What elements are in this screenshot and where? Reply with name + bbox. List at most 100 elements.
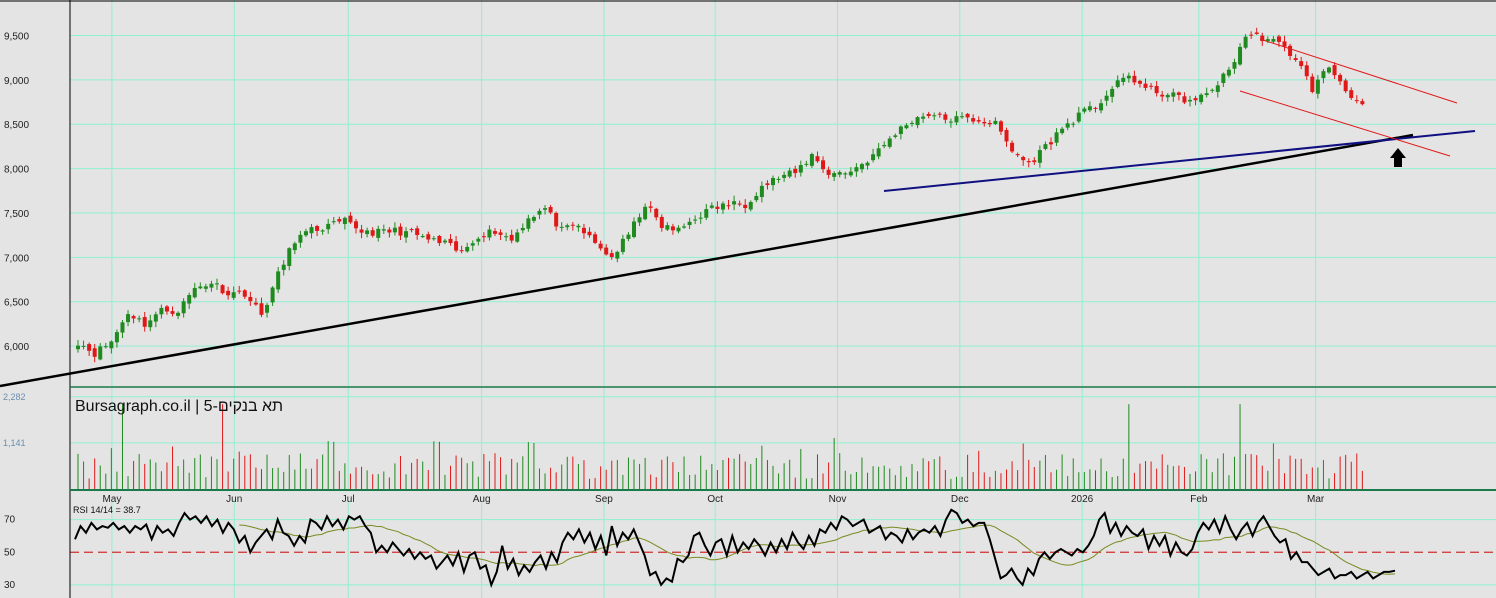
candle-body <box>815 156 820 162</box>
candle-body <box>442 240 447 243</box>
candle-body <box>248 296 253 302</box>
candle-body <box>109 341 114 349</box>
candle-body <box>709 205 714 208</box>
candle-body <box>1238 46 1243 65</box>
rsi-label: RSI 14/14 = 38.7 <box>73 505 141 515</box>
candle-body <box>1354 100 1359 102</box>
candle-body <box>793 168 798 174</box>
candle-body <box>1188 99 1192 102</box>
candle-body <box>1132 75 1137 83</box>
candle-body <box>1037 150 1042 163</box>
candle-body <box>181 301 186 314</box>
candle-body <box>643 206 648 220</box>
candle-body <box>971 118 976 122</box>
candle-body <box>782 174 787 178</box>
candle-body <box>309 227 314 234</box>
candle-body <box>765 183 770 186</box>
candle-body <box>915 117 920 126</box>
candle-body <box>476 238 481 242</box>
candle-body <box>126 314 131 323</box>
candle-body <box>693 219 698 221</box>
candle-body <box>604 247 609 255</box>
price-tick-label: 7,000 <box>4 253 29 264</box>
price-tick-label: 8,000 <box>4 165 29 176</box>
candle-body <box>598 243 603 249</box>
candle-body <box>1010 142 1015 152</box>
volume-tick-label: 2,282 <box>3 392 26 402</box>
candle-body <box>581 227 586 234</box>
candle-body <box>215 283 219 285</box>
month-label: 2026 <box>1071 494 1094 505</box>
candle-body <box>1104 95 1109 101</box>
candle-body <box>426 234 431 240</box>
candle-body <box>559 226 564 228</box>
price-tick-label: 6,500 <box>4 298 29 309</box>
candle-body <box>954 116 959 123</box>
candle-body <box>576 225 581 228</box>
grid <box>70 0 1496 598</box>
candle-body <box>787 170 792 177</box>
candle-body <box>1332 65 1337 76</box>
candle-body <box>203 286 208 289</box>
month-labels: May Jun Jul Aug Sep Oct Nov Dec 2026 Feb Mar <box>102 494 1324 505</box>
candles <box>76 27 1365 363</box>
rsi-line <box>74 508 1396 588</box>
candle-body <box>198 286 203 289</box>
candle-body <box>1215 85 1220 92</box>
candle-body <box>1093 107 1098 109</box>
candle-body <box>1043 144 1048 149</box>
candle-body <box>993 120 998 124</box>
candle-body <box>893 135 898 137</box>
month-label: May <box>102 494 121 505</box>
candle-body <box>821 160 826 170</box>
candle-body <box>554 212 559 227</box>
candle-body <box>982 121 987 124</box>
candle-body <box>748 202 753 210</box>
candle-body <box>1076 112 1081 122</box>
candle-body <box>142 317 147 327</box>
candle-body <box>148 320 153 328</box>
month-label: Aug <box>473 494 491 505</box>
candle-body <box>1143 83 1148 88</box>
candle-body <box>1349 90 1354 98</box>
candle-body <box>437 235 442 244</box>
candle-body <box>231 292 236 298</box>
price-tick-label: 9,000 <box>4 76 29 87</box>
candle-body <box>798 165 803 173</box>
rsi-tick-label: 30 <box>4 580 16 591</box>
candle-body <box>1060 128 1065 134</box>
candle-body <box>1310 76 1315 92</box>
candle-body <box>754 195 759 201</box>
candle-body <box>543 208 548 210</box>
candle-body <box>965 113 970 118</box>
candle-body <box>1254 32 1259 34</box>
month-label: Dec <box>951 494 969 505</box>
candle-body <box>1176 92 1181 95</box>
candle-body <box>826 169 831 175</box>
candle-body <box>704 209 709 218</box>
candle-body <box>832 173 837 177</box>
candle-body <box>1099 103 1104 111</box>
month-label: Feb <box>1190 494 1208 505</box>
candle-body <box>415 228 420 236</box>
candle-body <box>509 234 514 241</box>
candle-body <box>904 125 909 129</box>
candle-body <box>926 113 931 116</box>
candle-body <box>1271 39 1276 42</box>
candle-body <box>87 344 92 351</box>
rsi-tick-label: 50 <box>4 547 16 558</box>
candle-body <box>876 148 881 157</box>
candle-body <box>1265 39 1270 41</box>
month-label: Jul <box>342 494 355 505</box>
candle-body <box>326 223 331 230</box>
candle-body <box>648 206 653 208</box>
candle-body <box>948 121 953 123</box>
candle-body <box>1154 85 1159 94</box>
candle-body <box>1293 58 1298 60</box>
candle-body <box>910 122 914 124</box>
candle-body <box>804 163 809 165</box>
candle-body <box>570 224 575 226</box>
